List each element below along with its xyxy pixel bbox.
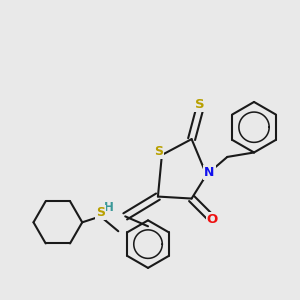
Text: S: S xyxy=(96,206,105,219)
Text: S: S xyxy=(195,98,204,111)
Text: O: O xyxy=(207,213,218,226)
Text: S: S xyxy=(154,145,164,158)
Text: H: H xyxy=(103,201,113,214)
Text: N: N xyxy=(204,166,214,179)
